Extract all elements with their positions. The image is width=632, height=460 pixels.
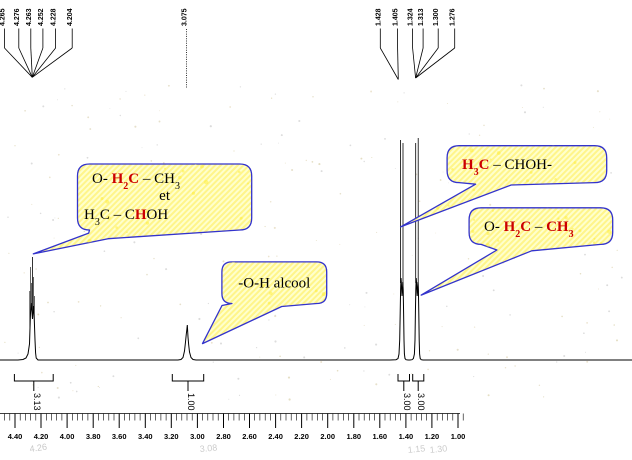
svg-text:4.20: 4.20 <box>34 432 49 441</box>
svg-text:4.40: 4.40 <box>8 432 23 441</box>
svg-text:1.428: 1.428 <box>375 8 382 26</box>
svg-text:2.80: 2.80 <box>216 432 231 441</box>
svg-text:3.00: 3.00 <box>402 393 412 411</box>
svg-text:3.60: 3.60 <box>112 432 127 441</box>
svg-text:3.13: 3.13 <box>32 393 42 411</box>
svg-text:3.08: 3.08 <box>199 443 217 454</box>
svg-text:2.20: 2.20 <box>294 432 309 441</box>
svg-text:1.276: 1.276 <box>450 8 457 26</box>
svg-text:3.80: 3.80 <box>86 432 101 441</box>
svg-text:4.00: 4.00 <box>60 432 75 441</box>
svg-text:-O-H alcool: -O-H alcool <box>238 276 310 292</box>
svg-text:1.20: 1.20 <box>425 432 440 441</box>
svg-text:4.228: 4.228 <box>51 8 58 26</box>
svg-text:1.80: 1.80 <box>346 432 361 441</box>
svg-text:4.252: 4.252 <box>38 8 45 26</box>
svg-text:3.40: 3.40 <box>138 432 153 441</box>
svg-text:4.26: 4.26 <box>29 442 48 454</box>
svg-text:1.300: 1.300 <box>433 8 440 26</box>
svg-text:et: et <box>159 188 171 204</box>
svg-text:1.30: 1.30 <box>429 443 447 455</box>
svg-text:2.60: 2.60 <box>242 432 257 441</box>
svg-text:1.00: 1.00 <box>186 393 196 411</box>
svg-text:1.00: 1.00 <box>451 432 466 441</box>
svg-text:4.263: 4.263 <box>26 8 33 26</box>
svg-text:1.324: 1.324 <box>408 8 415 26</box>
svg-text:1.313: 1.313 <box>418 8 425 26</box>
svg-text:1.40: 1.40 <box>399 432 414 441</box>
svg-text:4.276: 4.276 <box>14 8 21 26</box>
svg-text:2.40: 2.40 <box>268 432 283 441</box>
svg-text:4.204: 4.204 <box>67 8 74 26</box>
svg-text:2.00: 2.00 <box>320 432 335 441</box>
svg-text:3.00: 3.00 <box>416 393 426 411</box>
svg-text:1.60: 1.60 <box>372 432 387 441</box>
svg-text:3.20: 3.20 <box>164 432 179 441</box>
svg-text:1.405: 1.405 <box>393 8 400 26</box>
svg-text:4.265: 4.265 <box>0 8 7 26</box>
svg-text:1.15: 1.15 <box>407 443 425 455</box>
svg-text:3.075: 3.075 <box>182 8 189 26</box>
svg-text:3.00: 3.00 <box>190 432 205 441</box>
